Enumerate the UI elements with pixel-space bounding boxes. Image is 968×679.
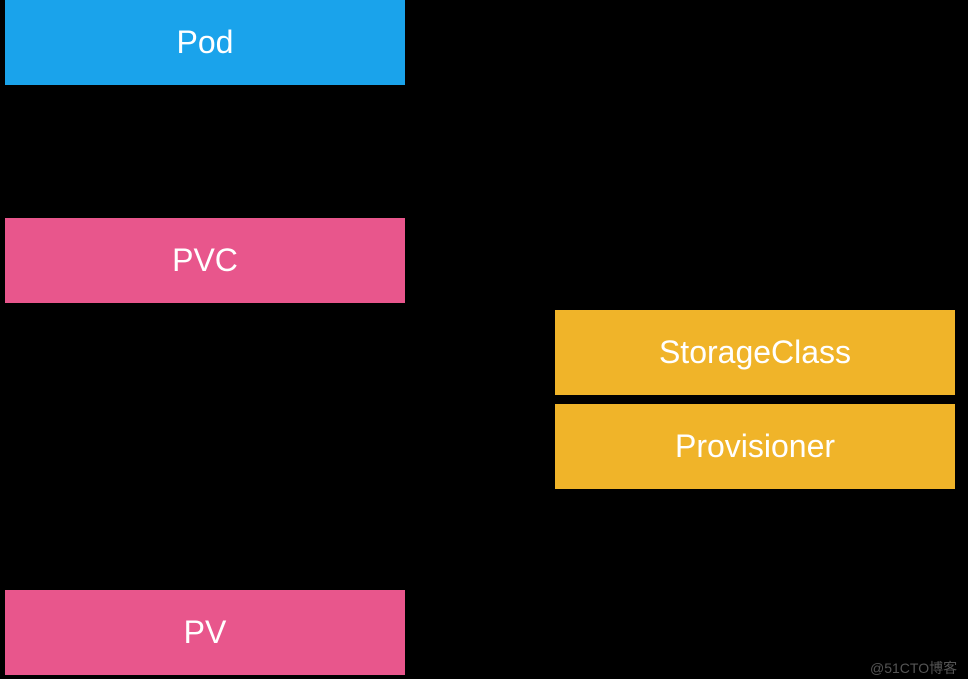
node-pod-label: Pod bbox=[177, 24, 234, 61]
watermark: @51CTO博客 bbox=[870, 658, 957, 678]
node-provisioner: Provisioner bbox=[555, 404, 955, 489]
node-pv-label: PV bbox=[184, 614, 227, 651]
watermark-text: @51CTO博客 bbox=[870, 660, 957, 676]
node-pvc: PVC bbox=[5, 218, 405, 303]
node-storageclass: StorageClass bbox=[555, 310, 955, 395]
node-pvc-label: PVC bbox=[172, 242, 238, 279]
node-pv: PV bbox=[5, 590, 405, 675]
node-provisioner-label: Provisioner bbox=[675, 428, 835, 465]
node-pod: Pod bbox=[5, 0, 405, 85]
node-storageclass-label: StorageClass bbox=[659, 334, 851, 371]
